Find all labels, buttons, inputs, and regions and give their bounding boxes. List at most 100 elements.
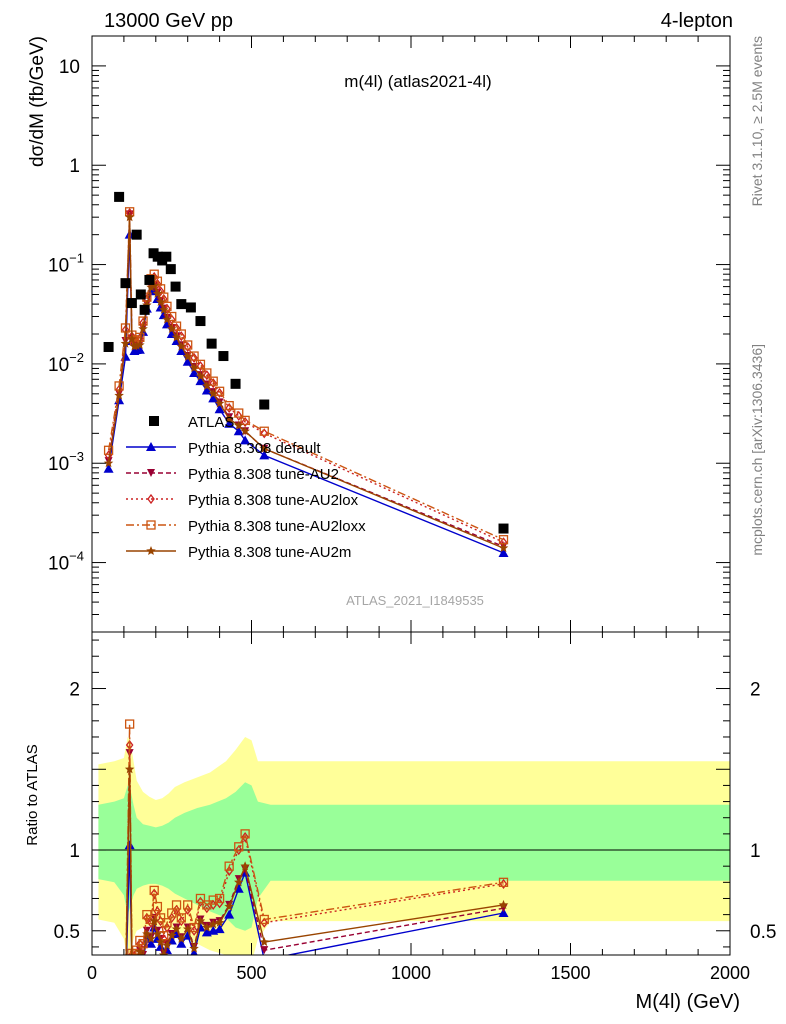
data-point: [195, 376, 206, 386]
data-point: [208, 393, 219, 403]
data-point: [259, 443, 269, 453]
legend-marker: [146, 546, 156, 555]
x-tick-label: 500: [236, 963, 266, 983]
ratio-point: [176, 913, 186, 923]
ratio-point: [121, 985, 129, 993]
data-point: [162, 314, 172, 324]
main-series-group: [103, 191, 509, 557]
data-point: [202, 368, 212, 378]
ratio-point: [176, 933, 187, 943]
data-point: [103, 458, 114, 468]
data-point: [224, 413, 234, 423]
data-point: [203, 370, 211, 381]
data-point: [155, 297, 166, 306]
ratio-point: [132, 958, 142, 967]
legend-marker: [149, 416, 159, 426]
data-point: [124, 212, 135, 222]
data-point: [131, 229, 142, 240]
rivet-version-label: Rivet 3.1.10, ≥ 2.5M events: [749, 36, 765, 206]
data-point: [234, 408, 244, 418]
ratio-point: [105, 993, 113, 1001]
data-point: [103, 445, 114, 455]
ratio-point: [135, 935, 145, 946]
data-point: [171, 332, 182, 342]
data-point: [120, 338, 131, 348]
ratio-point: [120, 990, 130, 999]
ratio-point: [121, 990, 131, 999]
ratio-point: [142, 954, 144, 955]
ratio-point: [127, 958, 137, 967]
data-point: [185, 302, 196, 313]
data-point: [182, 351, 193, 361]
ratio-y-tick-label-right: 0.5: [750, 922, 776, 943]
ratio-point: [259, 937, 269, 947]
band-stat: [98, 782, 730, 931]
ratio-point: [122, 987, 128, 995]
y-tick-label: 10−4: [48, 549, 84, 575]
data-point: [240, 426, 250, 436]
header-right-label: 4-lepton: [661, 10, 733, 32]
ratio-point: [214, 924, 225, 934]
header-left-label: 13000 GeV pp: [104, 10, 233, 32]
legend-entry-pythia-8-308-default: Pythia 8.308 default: [126, 440, 321, 457]
ratio-point: [171, 900, 182, 910]
data-point: [195, 359, 206, 369]
data-point: [114, 390, 124, 400]
ratio-point: [177, 916, 186, 927]
data-point: [260, 428, 269, 439]
ratio-point: [240, 861, 250, 871]
ratio-point: [233, 883, 244, 893]
ratio-point: [167, 908, 177, 918]
ratio-point: [190, 925, 198, 936]
ratio-point: [114, 974, 124, 983]
data-point: [214, 398, 225, 408]
main-frame: [91, 35, 731, 633]
ratio-line-pythia-8-308-tune-au2m: [125, 769, 504, 955]
data-point: [126, 298, 137, 309]
data-point: [177, 331, 186, 342]
y-tick-label: 10−1: [48, 251, 84, 277]
data-point: [233, 426, 244, 436]
ratio-point: [104, 996, 114, 1005]
ratio-point: [190, 948, 198, 955]
ratio-point: [195, 916, 206, 926]
data-point: [234, 410, 243, 421]
data-point: [103, 463, 114, 473]
ratio-point: [260, 946, 269, 955]
ratio-point: [162, 940, 172, 950]
ratio-point: [189, 943, 199, 953]
ratio-line-pythia-8-308-default: [125, 845, 504, 955]
data-point: [208, 388, 218, 398]
ratio-point: [208, 895, 218, 905]
x-axis-label: M(4l) (GeV): [636, 991, 740, 1013]
data-point: [190, 352, 198, 363]
ratio-point: [241, 832, 249, 843]
data-point: [135, 289, 146, 300]
legend-entry-pythia-8-308-tune-au2m: Pythia 8.308 tune-AU2m: [126, 544, 351, 561]
legend-entry-atlas: ATLAS: [149, 414, 234, 431]
ratio-point: [152, 901, 163, 912]
data-point: [214, 404, 225, 414]
ratio-point: [152, 929, 163, 939]
data-point: [172, 322, 181, 334]
data-point: [120, 278, 131, 289]
ratio-point: [146, 933, 156, 943]
y-tick-label: 1: [69, 156, 80, 177]
data-point: [195, 316, 206, 327]
legend: ATLAS Pythia 8.308 default Pythia 8.308 tu…: [126, 414, 366, 561]
ratio-series-pythia-8-308-tune-au2m: [104, 764, 509, 1005]
ratio-point: [115, 972, 123, 980]
data-point: [176, 299, 187, 310]
ratio-point: [224, 861, 234, 871]
data-point: [230, 378, 241, 389]
ratio-point: [114, 973, 124, 982]
ratio-y-axis-label: Ratio to ATLAS: [24, 744, 41, 845]
data-point: [208, 376, 218, 386]
data-point: [196, 361, 205, 372]
y-tick-label: 10−2: [48, 350, 84, 376]
ratio-point: [260, 917, 269, 928]
ratio-point: [105, 996, 113, 1004]
mcplots-reference-label: mcplots.cern.ch [arXiv:1306.3436]: [749, 344, 765, 556]
data-point: [224, 418, 235, 428]
